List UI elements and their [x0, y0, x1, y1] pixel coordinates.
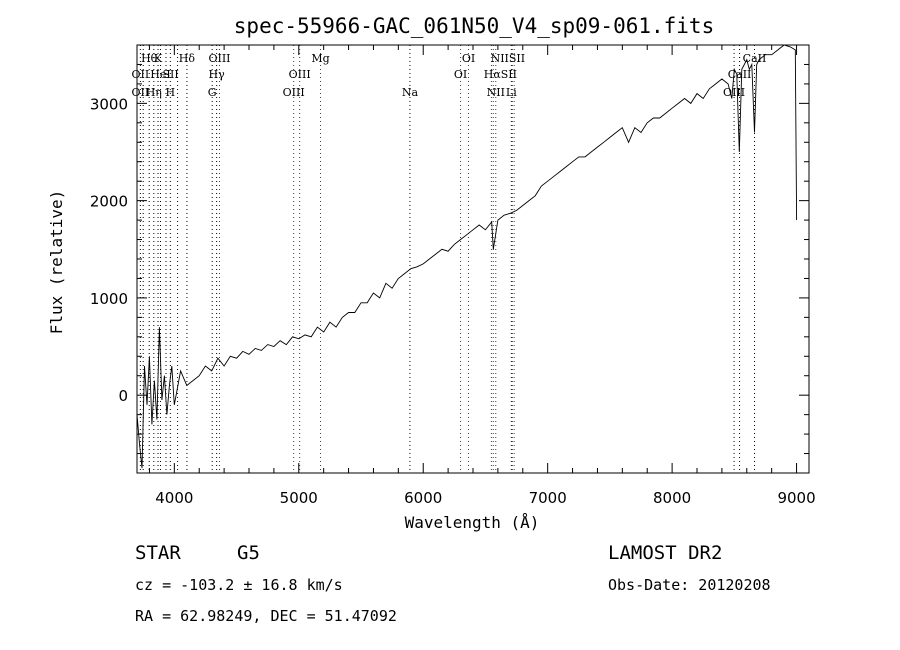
line-label: OIII — [283, 86, 305, 99]
line-label: OIII — [289, 68, 311, 81]
y-axis-label: Flux (relative) — [47, 190, 66, 335]
line-label: OIII — [208, 52, 230, 65]
y-tick-label: 1000 — [90, 290, 128, 308]
line-label: Hδ — [179, 52, 196, 65]
x-tick-label: 8000 — [653, 489, 691, 507]
line-label: Li — [506, 86, 517, 99]
object-subclass: G5 — [237, 542, 260, 564]
y-tick-label: 2000 — [90, 193, 128, 211]
line-label: Mg — [311, 52, 329, 65]
line-label: Na — [402, 86, 419, 99]
line-label: NII — [487, 86, 505, 99]
y-tick-label: 0 — [118, 387, 128, 405]
line-label: SII — [162, 68, 178, 81]
x-tick-label: 6000 — [404, 489, 442, 507]
obs-date: Obs-Date: 20120208 — [608, 576, 771, 594]
line-label: OIII — [723, 86, 745, 99]
x-tick-label: 5000 — [280, 489, 318, 507]
line-label: OI — [462, 52, 475, 65]
line-label: G — [208, 86, 217, 99]
line-label: OII — [132, 86, 150, 99]
line-label: OII — [132, 68, 150, 81]
chart-title: spec-55966-GAC_061N50_V4_sp09-061.fits — [234, 14, 714, 38]
x-axis-label: Wavelength (Å) — [405, 513, 540, 532]
spectrum-line — [136, 44, 798, 469]
line-label: H — [166, 86, 176, 99]
line-label: CaII — [743, 52, 767, 65]
line-marker-layer — [139, 45, 755, 473]
x-tick-label: 7000 — [529, 489, 567, 507]
line-label: OI — [454, 68, 467, 81]
line-label: Hγ — [209, 68, 226, 81]
survey-name: LAMOST DR2 — [608, 542, 722, 564]
line-label: HeI — [150, 68, 170, 81]
line-label: CaII — [728, 68, 752, 81]
line-label: K — [154, 52, 163, 65]
x-axis-ticks: 4000 5000 6000 7000 8000 9000 — [148, 45, 816, 507]
line-label: HαSII — [484, 68, 517, 81]
x-tick-label: 9000 — [777, 489, 815, 507]
line-label: Hθ — [141, 52, 158, 65]
line-label: NIISII — [491, 52, 526, 65]
y-tick-label: 3000 — [90, 95, 128, 113]
x-tick-label: 4000 — [155, 489, 193, 507]
redshift-value: cz = -103.2 ± 16.8 km/s — [135, 576, 343, 594]
plot-frame — [136, 44, 810, 474]
line-label: Hη — [146, 86, 162, 99]
coordinates: RA = 62.98249, DEC = 51.47092 — [135, 607, 397, 625]
object-class: STAR — [135, 542, 181, 564]
y-axis-ticks: 0 1000 2000 3000 — [90, 63, 809, 455]
